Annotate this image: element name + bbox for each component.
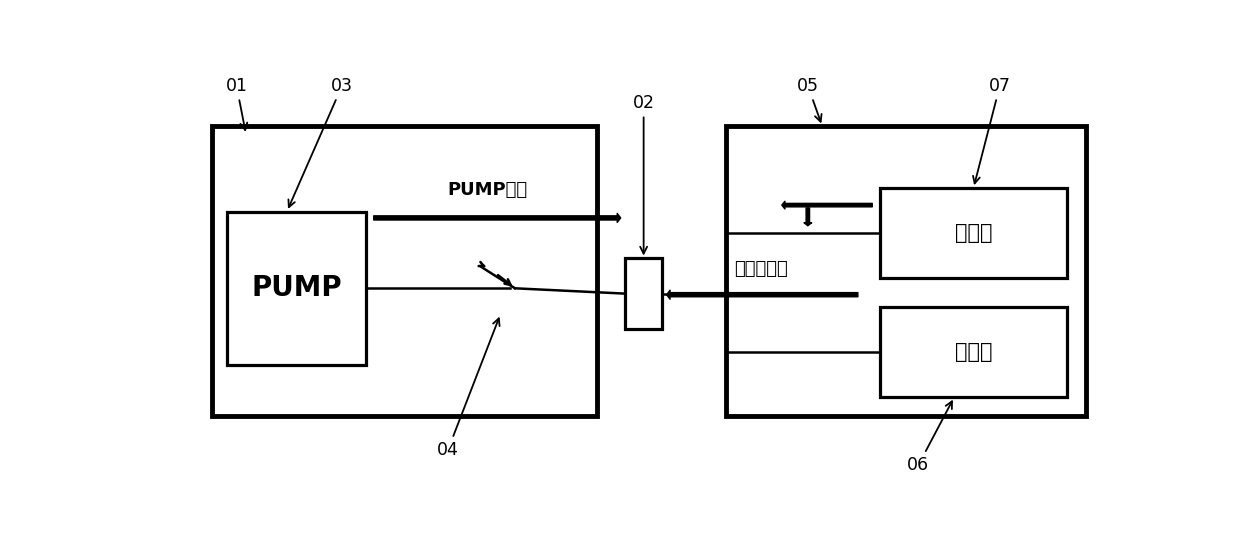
Bar [880, 307, 1067, 397]
Bar [726, 126, 1087, 416]
Text: PUMP: PUMP [252, 274, 342, 302]
Bar [626, 258, 662, 329]
Text: 07: 07 [973, 76, 1011, 183]
Text: 电压表: 电压表 [955, 342, 992, 362]
Bar [213, 126, 597, 416]
Text: 01: 01 [225, 76, 248, 130]
Text: 06: 06 [907, 401, 952, 474]
Text: 02: 02 [633, 94, 654, 254]
Text: PUMP高压: PUMP高压 [447, 181, 528, 199]
Text: 05: 05 [797, 76, 821, 122]
Bar [227, 212, 367, 365]
Text: 电压源: 电压源 [955, 223, 992, 243]
Bar [880, 188, 1067, 278]
Text: 电压源施加: 电压源施加 [735, 260, 788, 278]
Text: 04: 04 [437, 319, 499, 459]
Text: 03: 03 [289, 76, 353, 207]
